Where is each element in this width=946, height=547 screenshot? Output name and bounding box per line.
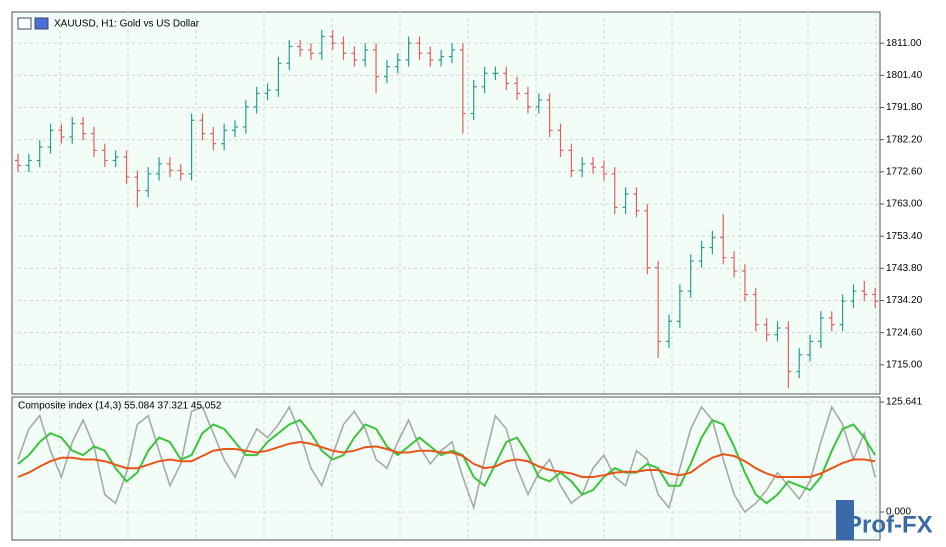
- y-tick-label: 1743.80: [886, 263, 923, 274]
- indicator-line: [17, 440, 876, 478]
- y-tick-label: 1782.20: [886, 134, 923, 145]
- indicator-line: [17, 405, 876, 514]
- marks: [15, 29, 879, 514]
- y-tick-label: 125.641: [886, 397, 923, 408]
- y-tick-label: 1811.00: [886, 38, 922, 49]
- watermark: Prof-FX: [846, 511, 933, 538]
- logo-mark: [836, 500, 854, 540]
- y-tick-label: 1724.60: [886, 327, 923, 338]
- price-panel: [11, 11, 881, 395]
- y-tick-label: 1801.40: [886, 70, 923, 81]
- indicator-panel: [11, 396, 881, 541]
- y-tick-label: 1791.80: [886, 102, 923, 113]
- chart-title: XAUUSD, H1: Gold vs US Dollar: [54, 19, 200, 30]
- y-tick-label: 1772.60: [886, 166, 923, 177]
- indicator-title: Composite index (14,3) 55.084 37.321 45.…: [18, 401, 222, 412]
- y-tick-label: 1715.00: [886, 359, 923, 370]
- y-tick-label: 0.000: [886, 507, 911, 518]
- y-tick-label: 1734.20: [886, 295, 923, 306]
- y-tick-label: 1753.40: [886, 231, 923, 242]
- y-tick-label: 1763.00: [886, 199, 923, 210]
- icon: [34, 17, 49, 30]
- icon: [17, 17, 32, 30]
- grid: [12, 12, 880, 540]
